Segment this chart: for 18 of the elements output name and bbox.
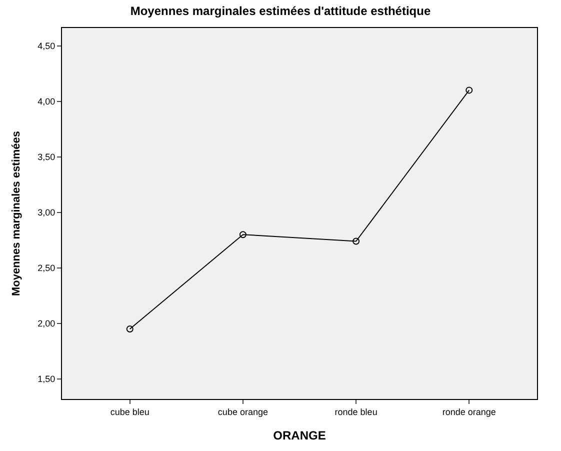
y-tick-label: 1,50 — [38, 374, 56, 384]
x-tick-label: ronde orange — [442, 406, 496, 417]
point — [126, 326, 134, 333]
y-tick-label: 4,50 — [38, 40, 56, 51]
x-axis-title: ORANGE — [273, 428, 326, 443]
point — [466, 86, 473, 94]
x-tick-label: ronde bleu — [334, 406, 378, 417]
y-tick-label: 3,00 — [38, 208, 56, 218]
point — [352, 238, 360, 245]
x-tick-label: cube orange — [218, 406, 268, 417]
y-tick-label: 4,00 — [38, 96, 56, 106]
y-tick-label: 2,50 — [38, 263, 56, 274]
point — [239, 231, 246, 238]
chart-title: Moyennes marginales estimées d'attitude esthétique — [130, 4, 431, 18]
y-tick-label: 3,50 — [38, 152, 56, 162]
x-tick-label: cube bleu — [110, 406, 150, 417]
y-axis-title: Moyennes marginales estimées — [10, 130, 22, 296]
y-tick-label: 2,00 — [38, 318, 56, 329]
